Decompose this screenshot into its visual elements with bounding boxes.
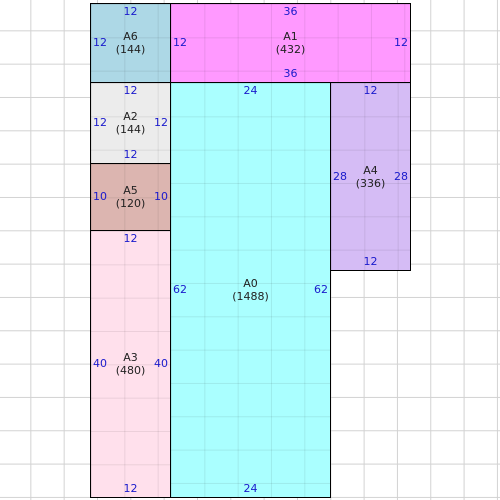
rect-a2-name: A2 xyxy=(123,110,138,123)
rect-a0-label: A0 (1488) xyxy=(171,277,330,303)
rect-a3-top-dim: 12 xyxy=(123,232,138,245)
rect-a1-right-dim: 12 xyxy=(394,36,408,49)
rect-a6-left-dim: 12 xyxy=(93,36,107,49)
rect-a3-right-dim: 40 xyxy=(154,357,168,370)
rect-a0-name: A0 xyxy=(243,277,258,290)
rect-a6: 12 12 A6 (144) xyxy=(90,3,171,83)
rect-a2-top-dim: 12 xyxy=(123,84,138,97)
rect-a0-right-dim: 62 xyxy=(314,283,328,296)
rect-a0-area: (1488) xyxy=(232,290,269,303)
rect-a4-label: A4 (336) xyxy=(331,164,410,190)
rect-a2-left-dim: 12 xyxy=(93,116,107,129)
rect-a1-top-dim: 36 xyxy=(283,5,298,18)
rect-a1-name: A1 xyxy=(283,30,298,43)
rect-a0-left-dim: 62 xyxy=(173,283,187,296)
rect-a2-area: (144) xyxy=(115,123,146,136)
rect-a1-left-dim: 12 xyxy=(173,36,187,49)
rect-a1-label: A1 (432) xyxy=(171,30,410,56)
rect-a3-left-dim: 40 xyxy=(93,357,107,370)
rect-a5-left-dim: 10 xyxy=(93,190,107,203)
rect-a4-name: A4 xyxy=(363,163,378,177)
rect-a2-label: A2 (144) xyxy=(91,110,170,136)
rect-a6-area: (144) xyxy=(115,43,146,56)
rect-a6-label: A6 (144) xyxy=(91,30,170,56)
rect-a3-bottom-dim: 12 xyxy=(123,482,138,495)
rect-a4-left-dim: 28 xyxy=(333,169,347,183)
rect-a6-top-dim: 12 xyxy=(123,5,138,18)
rect-a6-name: A6 xyxy=(123,30,138,43)
rect-a5-area: (120) xyxy=(115,197,146,210)
rect-a0-top-dim: 24 xyxy=(243,84,258,97)
rect-a4-right-dim: 28 xyxy=(394,169,408,183)
rect-a0-bottom-dim: 24 xyxy=(243,482,258,495)
rect-a4-bottom-dim: 12 xyxy=(363,255,378,268)
rect-a3-label: A3 (480) xyxy=(91,351,170,377)
rect-a3-name: A3 xyxy=(123,351,138,364)
rect-a4: 12 12 28 28 A4 (336) xyxy=(330,82,411,271)
rect-a2-right-dim: 12 xyxy=(154,116,168,129)
rect-a5: 10 10 A5 (120) xyxy=(90,163,171,231)
rect-a0: 24 24 62 62 A0 (1488) xyxy=(170,82,331,498)
rect-a5-label: A5 (120) xyxy=(91,184,170,210)
rect-a5-name: A5 xyxy=(123,184,138,197)
rect-a3: 12 12 40 40 A3 (480) xyxy=(90,230,171,498)
rect-a4-top-dim: 12 xyxy=(363,84,378,97)
rect-a1-bottom-dim: 36 xyxy=(283,67,298,80)
rect-a2: 12 12 12 12 A2 (144) xyxy=(90,82,171,164)
rect-a1: 36 36 12 12 A1 (432) xyxy=(170,3,411,83)
rect-a5-right-dim: 10 xyxy=(154,190,168,203)
rect-a4-area: (336) xyxy=(355,176,386,190)
rect-a2-bottom-dim: 12 xyxy=(123,148,138,161)
rect-a1-area: (432) xyxy=(275,43,306,56)
rect-a3-area: (480) xyxy=(115,364,146,377)
